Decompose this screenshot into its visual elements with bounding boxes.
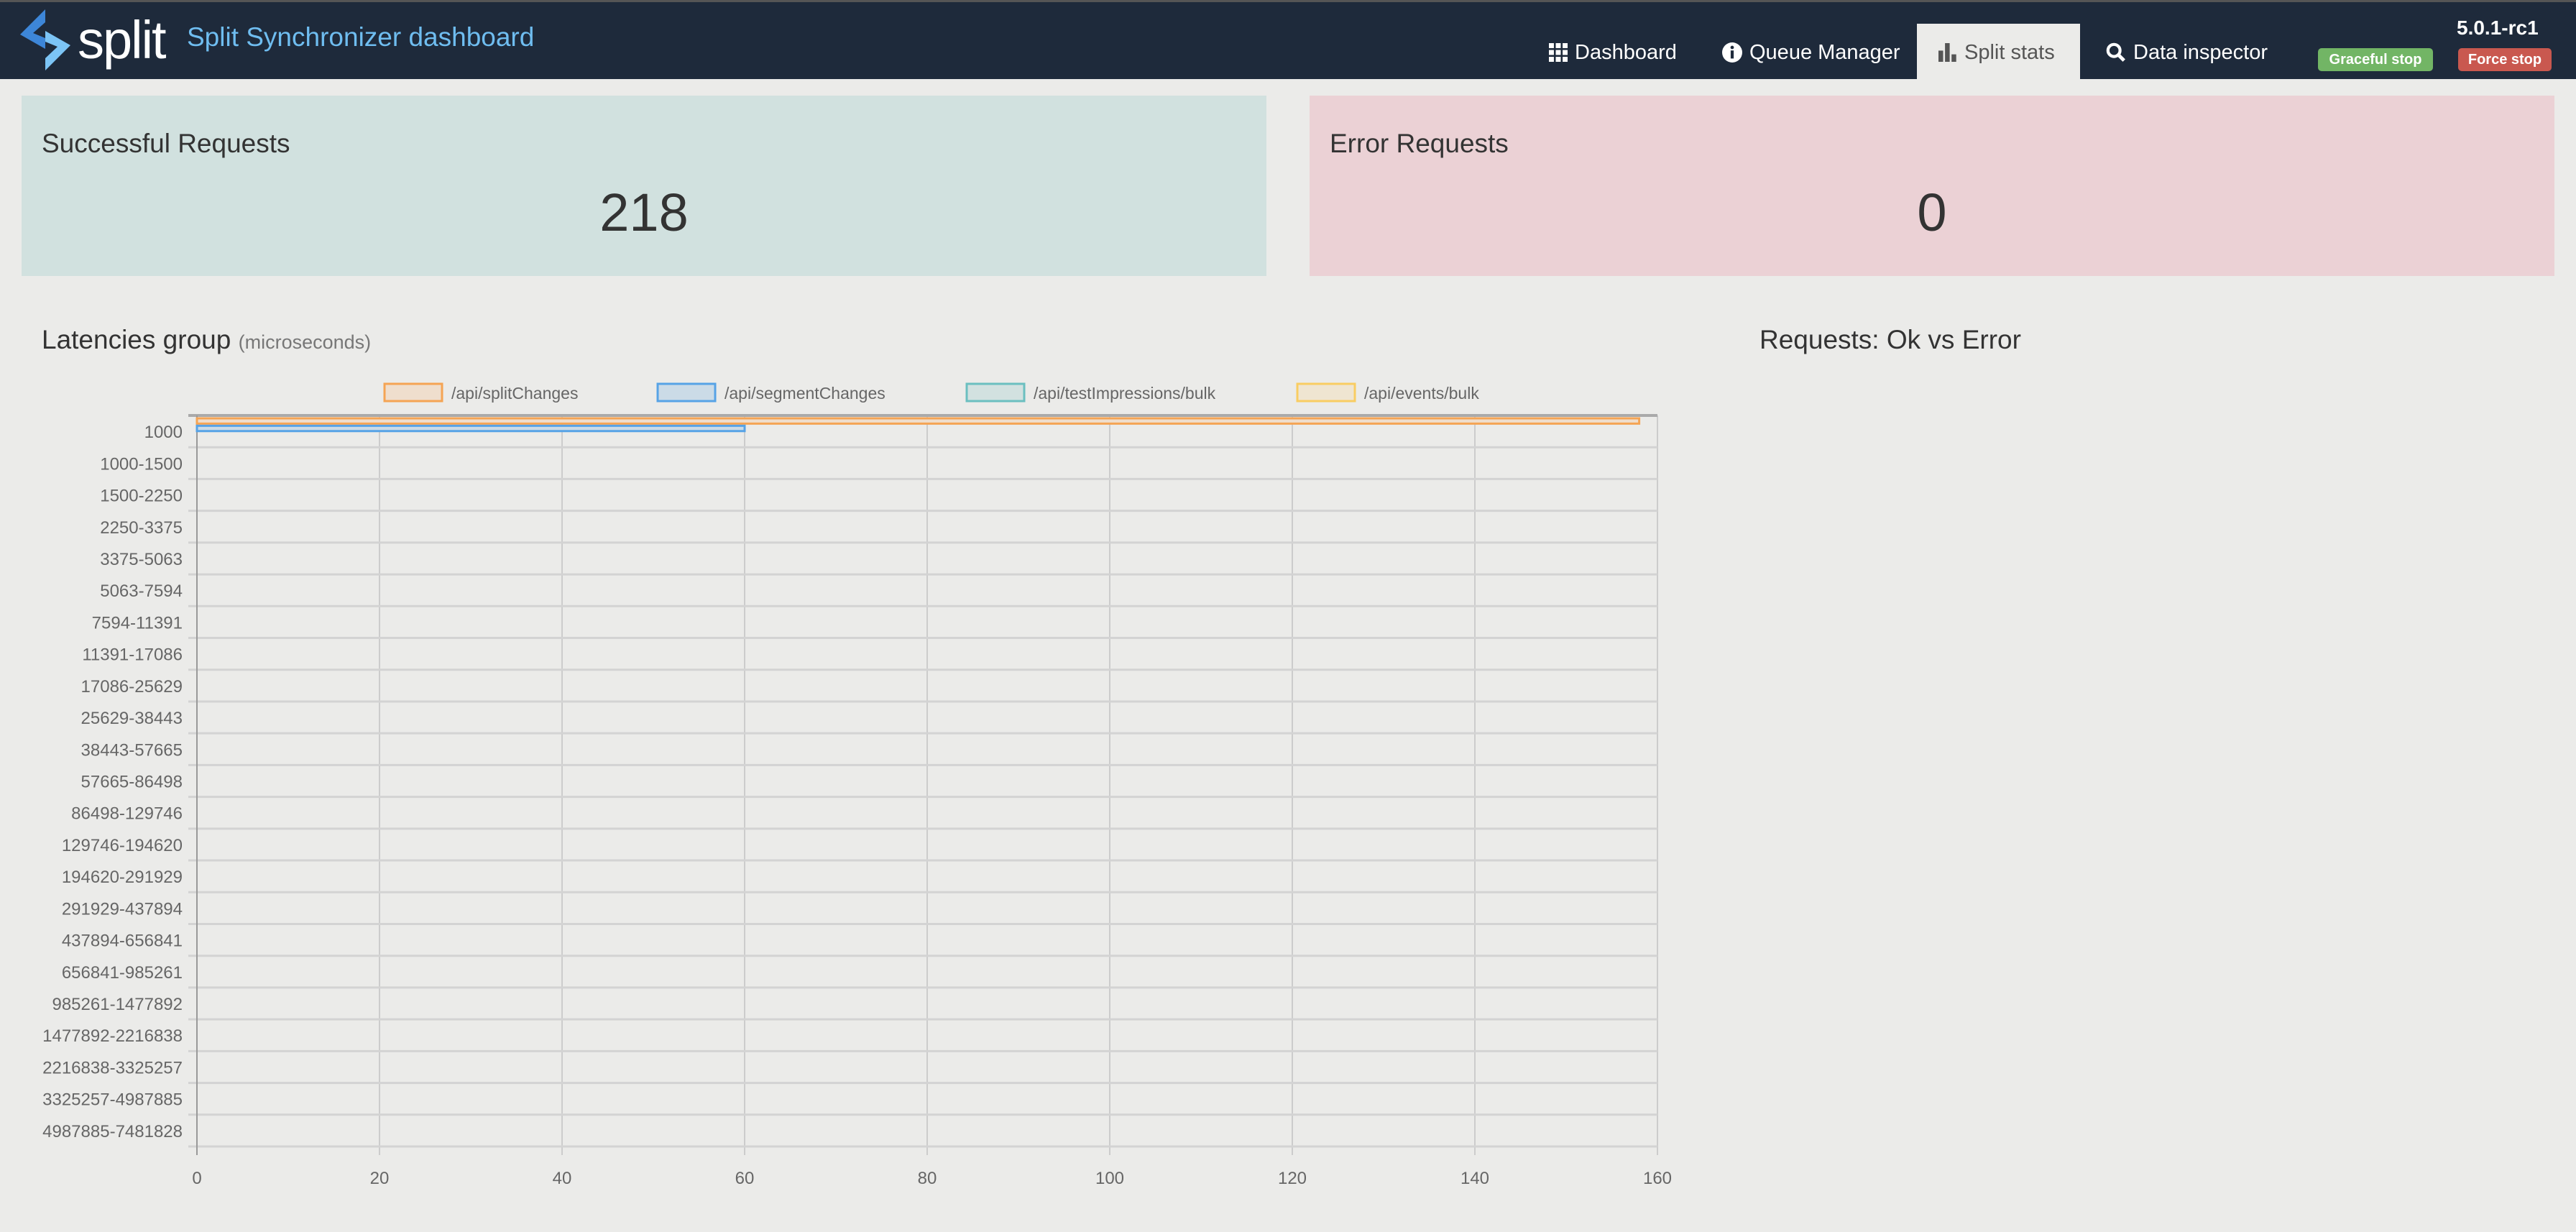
y-tick-label: 3375-5063 bbox=[100, 550, 183, 569]
y-tick-label: 1000-1500 bbox=[100, 454, 183, 474]
bar bbox=[196, 417, 1641, 425]
y-tick-label: 437894-656841 bbox=[62, 932, 183, 951]
version-label: 5.0.1-rc1 bbox=[2457, 17, 2539, 39]
y-tick-label: 1500-2250 bbox=[100, 487, 183, 506]
card-label: Error Requests bbox=[1330, 129, 1509, 158]
y-tick-label: 86498-129746 bbox=[71, 804, 183, 824]
tab-split-stats[interactable]: Split stats bbox=[1917, 24, 2080, 81]
legend-label: /api/splitChanges bbox=[451, 384, 578, 403]
tab-dashboard[interactable]: Dashboard bbox=[1527, 24, 1698, 81]
x-tick-label: 60 bbox=[735, 1169, 755, 1186]
legend-swatch bbox=[1296, 382, 1356, 403]
bar-chart-icon bbox=[1938, 43, 1956, 62]
x-tick-label: 80 bbox=[918, 1169, 937, 1186]
x-tick-label: 20 bbox=[370, 1169, 390, 1186]
y-tick-label: 291929-437894 bbox=[62, 899, 183, 919]
error-requests-card: Error Requests 0 bbox=[1310, 96, 2554, 276]
card-label: Successful Requests bbox=[42, 129, 290, 158]
y-tick-label: 656841-985261 bbox=[62, 963, 183, 983]
latencies-title-text: Latencies group bbox=[42, 325, 231, 354]
y-tick-label: 11391-17086 bbox=[82, 645, 183, 665]
app-title: Split Synchronizer dashboard bbox=[187, 22, 535, 52]
y-tick-label: 129746-194620 bbox=[62, 836, 183, 855]
legend-label: /api/events/bulk bbox=[1364, 384, 1479, 403]
latencies-unit: (microseconds) bbox=[238, 331, 372, 353]
graceful-stop-button[interactable]: Graceful stop bbox=[2318, 48, 2433, 71]
y-tick-label: 2216838-3325257 bbox=[42, 1058, 183, 1077]
y-tick-label: 3325257-4987885 bbox=[42, 1090, 183, 1110]
force-stop-button[interactable]: Force stop bbox=[2458, 48, 2552, 71]
x-tick-label: 120 bbox=[1278, 1169, 1307, 1186]
y-tick-label: 17086-25629 bbox=[81, 677, 183, 697]
y-tick-label: 2250-3375 bbox=[100, 518, 183, 538]
x-tick-label: 0 bbox=[192, 1169, 201, 1186]
split-logo[interactable]: split bbox=[20, 9, 167, 70]
y-tick-label: 985261-1477892 bbox=[52, 995, 183, 1014]
search-icon bbox=[2106, 42, 2125, 62]
legend-label: /api/testImpressions/bulk bbox=[1034, 384, 1216, 403]
y-tick-label: 4987885-7481828 bbox=[42, 1122, 183, 1141]
legend-swatch bbox=[383, 382, 443, 403]
bar bbox=[196, 424, 746, 433]
info-circle-icon bbox=[1722, 42, 1742, 63]
successful-requests-count: 218 bbox=[599, 183, 689, 242]
legend-swatch bbox=[965, 382, 1026, 403]
y-tick-label: 25629-38443 bbox=[81, 709, 183, 728]
legend-label: /api/segmentChanges bbox=[724, 384, 886, 403]
y-tick-label: 7594-11391 bbox=[92, 613, 183, 633]
y-tick-label: 5063-7594 bbox=[100, 581, 183, 601]
x-tick-label: 160 bbox=[1643, 1169, 1672, 1186]
split-logo-icon bbox=[20, 9, 70, 70]
grid-icon bbox=[1549, 43, 1568, 62]
x-tick-label: 100 bbox=[1095, 1169, 1124, 1186]
error-requests-count: 0 bbox=[1917, 183, 1947, 242]
requests-chart-title: Requests: Ok vs Error bbox=[1760, 325, 2021, 354]
successful-requests-card: Successful Requests 218 bbox=[22, 96, 1266, 276]
legend-swatch bbox=[656, 382, 717, 403]
y-tick-label: 1477892-2216838 bbox=[42, 1026, 183, 1046]
y-tick-label: 38443-57665 bbox=[81, 740, 183, 760]
latencies-chart: /api/splitChanges/api/segmentChanges/api… bbox=[42, 382, 1672, 1186]
y-tick-label: 194620-291929 bbox=[62, 868, 183, 887]
latencies-title: Latencies group (microseconds) bbox=[42, 325, 371, 355]
y-tick-label: 57665-86498 bbox=[81, 773, 183, 792]
tab-queue-manager[interactable]: Queue Manager bbox=[1701, 24, 1922, 81]
y-tick-label: 1000 bbox=[144, 423, 183, 442]
tab-data-inspector[interactable]: Data inspector bbox=[2084, 24, 2289, 81]
top-navbar: split Split Synchronizer dashboard Dashb… bbox=[0, 0, 2576, 81]
x-tick-label: 40 bbox=[553, 1169, 572, 1186]
x-tick-label: 140 bbox=[1460, 1169, 1489, 1186]
